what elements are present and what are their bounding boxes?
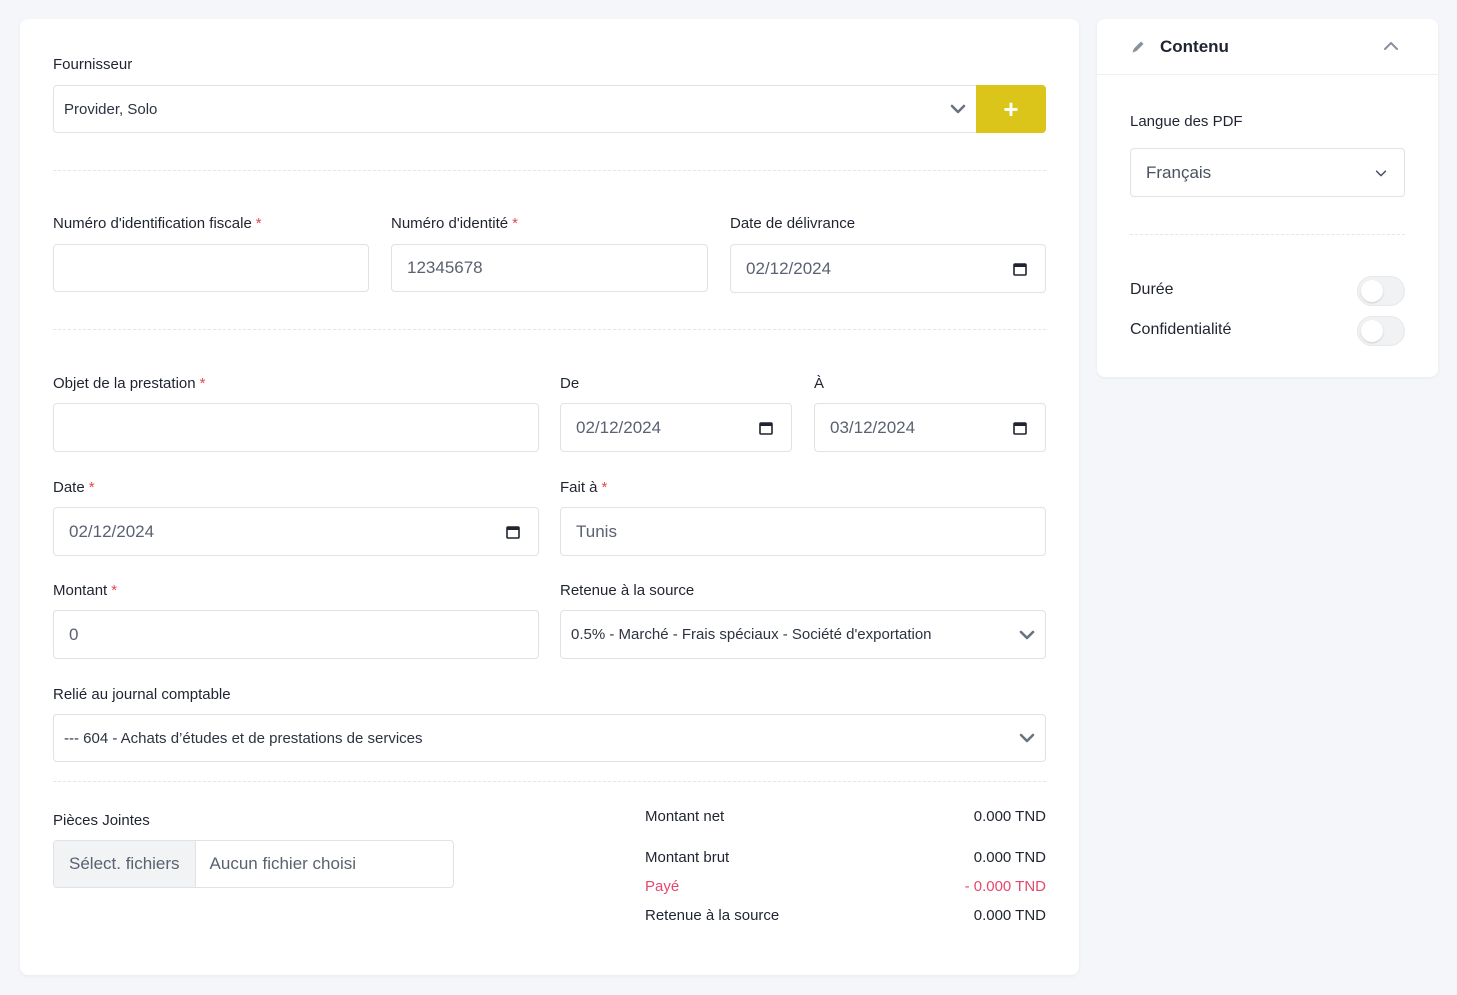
date-label-text: Date xyxy=(53,479,85,496)
required-marker: * xyxy=(111,582,118,599)
gross-amount-label: Montant brut xyxy=(645,849,730,866)
pdf-language-label: Langue des PDF xyxy=(1130,113,1243,130)
pdf-language-value: Français xyxy=(1146,162,1212,182)
section-divider xyxy=(53,781,1046,782)
section-divider xyxy=(1130,234,1405,235)
supplier-select[interactable]: Provider, Solo xyxy=(53,85,977,133)
tax-id-input[interactable] xyxy=(53,244,369,292)
journal-select[interactable]: --- 604 - Achats d’études et de prestati… xyxy=(53,714,1046,762)
issue-date-input[interactable]: 02/12/2024 xyxy=(730,244,1046,293)
chevron-down-icon xyxy=(950,104,966,114)
withholding-total-label: Retenue à la source xyxy=(645,907,780,924)
service-object-label-text: Objet de la prestation xyxy=(53,375,196,392)
identity-label: Numéro d'identité * xyxy=(391,215,518,232)
amount-input[interactable]: 0 xyxy=(53,610,539,659)
paid-label: Payé xyxy=(645,878,680,895)
select-files-button[interactable]: Sélect. fichiers xyxy=(54,841,196,887)
gross-amount-value: 0.000 TND xyxy=(973,849,1046,866)
chevron-down-icon xyxy=(1375,169,1387,176)
journal-value: --- 604 - Achats d’études et de prestati… xyxy=(64,729,423,747)
paid-value: - 0.000 TND xyxy=(964,878,1046,895)
tax-id-label: Numéro d'identification fiscale * xyxy=(53,215,262,232)
required-marker: * xyxy=(88,479,95,496)
withholding-label: Retenue à la source xyxy=(560,582,695,599)
from-date-input[interactable]: 02/12/2024 xyxy=(560,403,792,452)
place-value: Tunis xyxy=(576,521,617,541)
to-date-input[interactable]: 03/12/2024 xyxy=(814,403,1046,452)
calendar-icon[interactable] xyxy=(1013,421,1027,435)
section-divider xyxy=(53,170,1046,171)
calendar-icon[interactable] xyxy=(1013,262,1027,276)
chevron-down-icon xyxy=(1019,630,1035,639)
section-divider xyxy=(53,329,1046,330)
calendar-icon[interactable] xyxy=(506,525,520,539)
issue-date-label: Date de délivrance xyxy=(730,215,856,232)
to-date-value: 03/12/2024 xyxy=(830,417,916,437)
place-label: Fait à * xyxy=(560,479,607,496)
date-value: 02/12/2024 xyxy=(69,521,155,541)
service-object-label: Objet de la prestation * xyxy=(53,375,205,392)
withholding-total-value: 0.000 TND xyxy=(973,907,1046,924)
place-label-text: Fait à xyxy=(560,479,598,496)
required-marker: * xyxy=(512,215,518,232)
confidentiality-label: Confidentialité xyxy=(1130,321,1232,338)
required-marker: * xyxy=(255,215,262,232)
service-object-input[interactable] xyxy=(53,403,539,452)
calendar-icon[interactable] xyxy=(759,421,773,435)
supplier-label: Fournisseur xyxy=(53,56,133,73)
pencil-icon xyxy=(1132,41,1144,53)
to-label: À xyxy=(814,375,825,392)
from-label: De xyxy=(560,375,580,392)
identity-label-text: Numéro d'identité xyxy=(391,215,509,232)
date-input[interactable]: 02/12/2024 xyxy=(53,507,539,556)
content-settings-card: Contenu Langue des PDF Français Durée Co… xyxy=(1097,19,1438,377)
amount-value: 0 xyxy=(69,624,79,644)
withholding-value: 0.5% - Marché - Frais spéciaux - Société… xyxy=(571,626,932,643)
identity-value: 12345678 xyxy=(407,258,483,277)
toggle-knob xyxy=(1361,280,1383,302)
net-amount-label: Montant net xyxy=(645,808,725,825)
tax-id-label-text: Numéro d'identification fiscale xyxy=(53,215,252,232)
attachments-label: Pièces Jointes xyxy=(53,812,150,829)
file-status: Aucun fichier choisi xyxy=(209,854,357,873)
content-panel-title: Contenu xyxy=(1160,37,1229,56)
withholding-select[interactable]: 0.5% - Marché - Frais spéciaux - Société… xyxy=(560,610,1046,659)
toggle-knob xyxy=(1361,320,1383,342)
issue-date-value: 02/12/2024 xyxy=(746,258,832,278)
chevron-down-icon xyxy=(1019,733,1035,743)
confidentiality-toggle[interactable] xyxy=(1357,316,1405,346)
identity-input[interactable]: 12345678 xyxy=(391,244,708,292)
file-input[interactable]: Sélect. fichiers Aucun fichier choisi xyxy=(53,840,454,888)
amount-label-text: Montant xyxy=(53,582,108,599)
duration-label: Durée xyxy=(1130,281,1174,298)
invoice-form-card: Fournisseur Provider, Solo + Numéro d'id… xyxy=(20,19,1079,975)
place-input[interactable]: Tunis xyxy=(560,507,1046,556)
duration-toggle[interactable] xyxy=(1357,276,1405,306)
amount-label: Montant * xyxy=(53,582,117,599)
supplier-value: Provider, Solo xyxy=(64,100,158,118)
pdf-language-select[interactable]: Français xyxy=(1130,148,1405,197)
required-marker: * xyxy=(199,375,206,392)
required-marker: * xyxy=(601,479,608,496)
journal-label: Relié au journal comptable xyxy=(53,686,231,703)
content-panel-header[interactable]: Contenu xyxy=(1097,19,1438,75)
chevron-up-icon[interactable] xyxy=(1383,40,1399,52)
date-label: Date * xyxy=(53,479,95,496)
net-amount-value: 0.000 TND xyxy=(973,808,1046,825)
from-date-value: 02/12/2024 xyxy=(576,417,662,437)
add-supplier-button[interactable]: + xyxy=(976,85,1046,133)
